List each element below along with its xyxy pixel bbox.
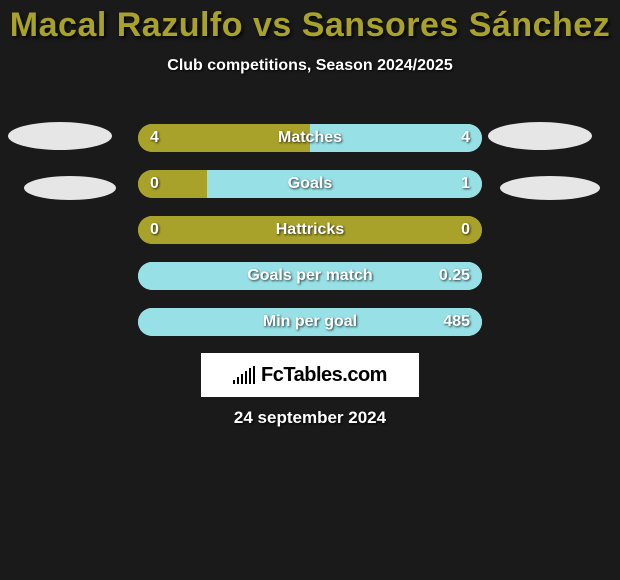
logo-text: FcTables.com [261, 364, 387, 387]
row-label: Goals [138, 170, 482, 198]
row-label: Hattricks [138, 216, 482, 244]
row-label: Matches [138, 124, 482, 152]
logo-bars-icon [233, 366, 255, 384]
player-right-ellipse-2 [500, 176, 600, 200]
site-logo: FcTables.com [201, 353, 419, 397]
row-label: Min per goal [138, 308, 482, 336]
player-left-ellipse-1 [8, 122, 112, 150]
comparison-chart: 44Matches 01Goals 00Hattricks 0.25Goals per… [0, 110, 620, 350]
chart-row: 0.25Goals per match [138, 262, 482, 290]
chart-row: 485Min per goal [138, 308, 482, 336]
chart-row: 44Matches [138, 124, 482, 152]
page-title: Macal Razulfo vs Sansores Sánchez [0, 0, 620, 45]
row-label: Goals per match [138, 262, 482, 290]
player-left-ellipse-2 [24, 176, 116, 200]
chart-row: 00Hattricks [138, 216, 482, 244]
subtitle: Club competitions, Season 2024/2025 [0, 57, 620, 75]
player-right-ellipse-1 [488, 122, 592, 150]
chart-row: 01Goals [138, 170, 482, 198]
date-label: 24 september 2024 [0, 408, 620, 428]
canvas: Macal Razulfo vs Sansores Sánchez Club c… [0, 0, 620, 580]
